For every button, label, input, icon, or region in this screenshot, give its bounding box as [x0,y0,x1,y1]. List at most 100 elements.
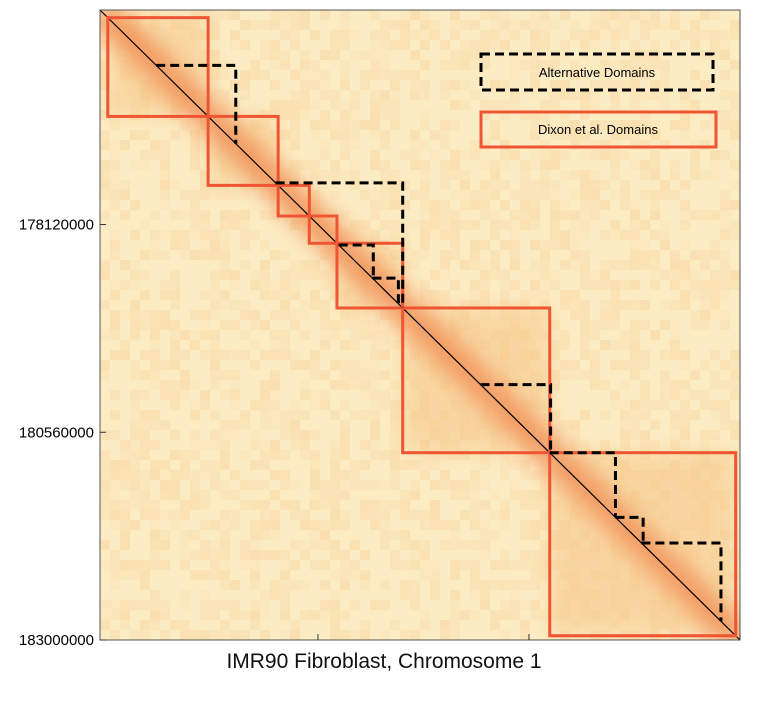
heatmap-cell [550,220,560,230]
heatmap-cell [320,170,330,180]
heatmap-cell [130,370,140,380]
heatmap-cell [320,10,330,20]
heatmap-cell [300,100,310,110]
heatmap-cell [490,260,500,270]
heatmap-cell [190,250,200,260]
heatmap-cell [120,350,130,360]
heatmap-cell [500,140,510,150]
heatmap-cell [680,130,690,140]
heatmap-cell [270,390,280,400]
heatmap-cell [400,200,410,210]
heatmap-cell [470,190,480,200]
heatmap-cell [280,420,290,430]
heatmap-cell [730,180,740,190]
heatmap-cell [380,90,390,100]
heatmap-cell [310,480,320,490]
heatmap-cell [120,310,130,320]
heatmap-cell [110,230,120,240]
heatmap-cell [260,630,270,640]
heatmap-cell [390,430,400,440]
heatmap-cell [300,390,310,400]
heatmap-cell [450,250,460,260]
heatmap-cell [100,210,110,220]
heatmap-cell [240,540,250,550]
heatmap-cell [260,480,270,490]
heatmap-cell [490,230,500,240]
heatmap-cell [260,510,270,520]
heatmap-cell [480,530,490,540]
heatmap-cell [640,220,650,230]
heatmap-cell [640,440,650,450]
heatmap-cell [380,370,390,380]
heatmap-cell [440,170,450,180]
heatmap-cell [340,20,350,30]
heatmap-cell [130,160,140,170]
heatmap-cell [220,580,230,590]
heatmap-cell [730,30,740,40]
heatmap-cell [730,110,740,120]
heatmap-cell [260,350,270,360]
heatmap-cell [470,260,480,270]
heatmap-cell [310,80,320,90]
heatmap-cell [160,510,170,520]
heatmap-cell [410,580,420,590]
heatmap-cell [150,330,160,340]
heatmap-cell [400,10,410,20]
heatmap-cell [650,90,660,100]
heatmap-cell [710,240,720,250]
heatmap-cell [230,320,240,330]
heatmap-cell [510,250,520,260]
heatmap-cell [350,460,360,470]
heatmap-cell [330,380,340,390]
heatmap-cell [120,440,130,450]
heatmap-cell [210,250,220,260]
heatmap-cell [170,280,180,290]
heatmap-cell [110,160,120,170]
heatmap-cell [670,390,680,400]
alternative-domains-series [156,63,723,622]
heatmap-cell [140,450,150,460]
heatmap-cell [490,120,500,130]
heatmap-cell [230,370,240,380]
heatmap-cell [560,340,570,350]
heatmap-cell [310,390,320,400]
heatmap-cell [630,410,640,420]
heatmap-cell [580,410,590,420]
heatmap-cell [440,540,450,550]
heatmap-cell [250,70,260,80]
heatmap-cell [320,330,330,340]
heatmap-cell [550,280,560,290]
heatmap-cell [360,50,370,60]
heatmap-cell [370,30,380,40]
heatmap-cell [530,150,540,160]
heatmap-cell [720,30,730,40]
heatmap-cell [450,520,460,530]
heatmap-cell [690,290,700,300]
heatmap-cell [710,250,720,260]
heatmap-cell [640,410,650,420]
heatmap-cell [290,110,300,120]
heatmap-cell [120,210,130,220]
heatmap-cell [350,140,360,150]
heatmap-cell [710,370,720,380]
heatmap-cell [200,490,210,500]
heatmap-cell [720,320,730,330]
heatmap-cell [580,270,590,280]
heatmap-cell [470,280,480,290]
heatmap-cell [490,100,500,110]
heatmap-cell [100,600,110,610]
heatmap-cell [580,250,590,260]
alternative-domain-box [275,181,405,308]
heatmap-cell [490,170,500,180]
heatmap-cell [130,410,140,420]
heatmap-cell [710,270,720,280]
heatmap-cell [560,430,570,440]
heatmap-cell [290,420,300,430]
heatmap-cell [460,560,470,570]
heatmap-cell [600,270,610,280]
heatmap-cell [350,410,360,420]
heatmap-cell [330,290,340,300]
heatmap-cell [300,330,310,340]
heatmap-cell [110,290,120,300]
heatmap-cell [720,230,730,240]
